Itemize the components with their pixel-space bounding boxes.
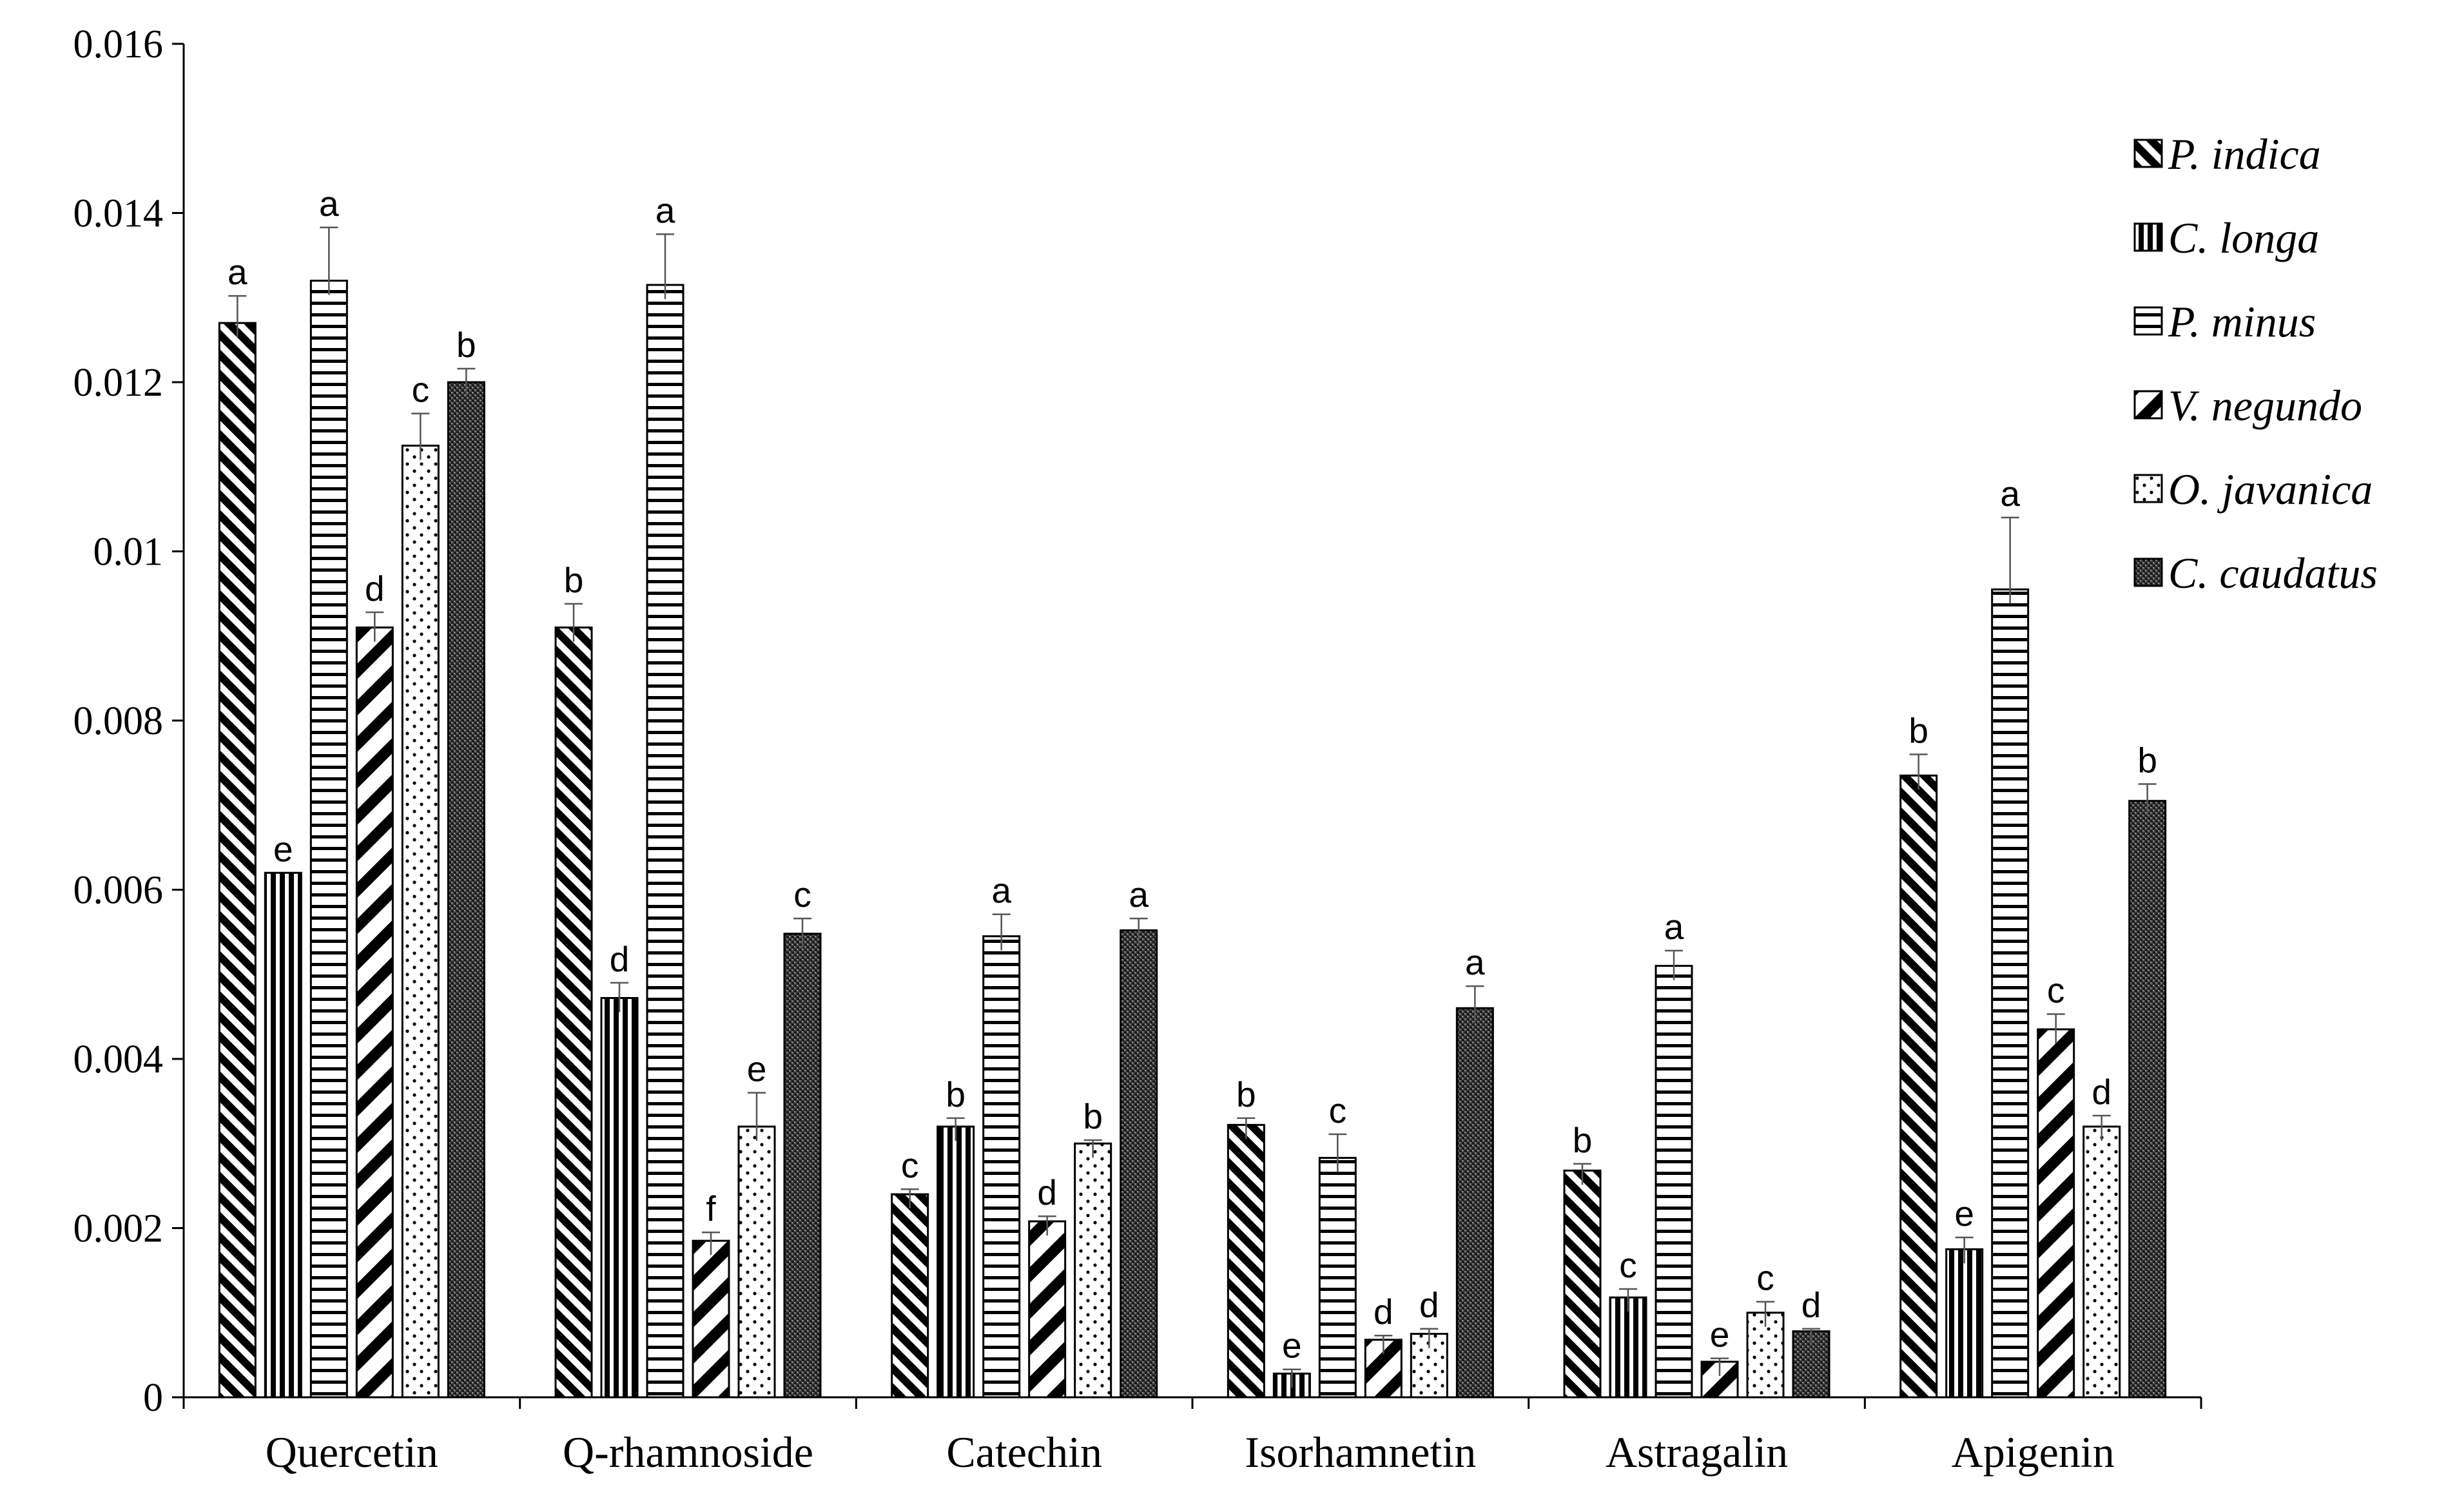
bar-diag-back <box>1563 1169 1602 1399</box>
significance-letter: e <box>1282 1326 1302 1366</box>
y-tick-label: 0.004 <box>73 1038 164 1081</box>
x-category-label: Apigenin <box>1952 1428 2115 1477</box>
legend-label: V. negundo <box>2168 381 2362 430</box>
significance-letter: b <box>1908 711 1928 751</box>
bar-diag-fwd <box>2037 1028 2075 1399</box>
y-tick-label: 0.006 <box>73 869 164 913</box>
significance-letter: e <box>747 1049 767 1089</box>
significance-letter: d <box>1374 1292 1393 1332</box>
legend-label: P. minus <box>2168 297 2316 346</box>
bar-diag-fwd <box>355 626 394 1399</box>
bar-horizontal <box>982 935 1021 1399</box>
significance-letter: a <box>991 871 1011 911</box>
y-tick-label: 0 <box>143 1376 163 1420</box>
significance-letter: a <box>1129 875 1149 915</box>
bar-diag-back <box>554 626 593 1399</box>
bar-vertical <box>600 997 639 1399</box>
significance-letter: c <box>1619 1245 1637 1285</box>
bar-dots <box>737 1125 776 1399</box>
significance-letter: a <box>2000 474 2020 514</box>
significance-letter: c <box>2047 970 2065 1010</box>
bar-diag-back <box>218 322 257 1399</box>
bar-horizontal <box>646 284 684 1399</box>
legend-swatch-diag-back <box>2133 139 2163 168</box>
significance-letter: b <box>946 1074 966 1114</box>
significance-letter: b <box>564 560 584 600</box>
significance-letter: a <box>1664 907 1684 947</box>
bar-dense <box>447 381 485 1399</box>
y-tick-label: 0.008 <box>73 699 164 743</box>
x-axis: Quercetin Q-rhamnoside Catechin Isorhamneti… <box>182 1396 2202 1477</box>
legend-swatch-dense <box>2133 557 2163 587</box>
y-tick-label: 0.012 <box>73 361 164 405</box>
legend: P. indica C. longa P. minus V. negundo O. ja… <box>2133 130 2378 597</box>
significance-letter: d <box>2092 1072 2112 1112</box>
bar-dense <box>2128 800 2167 1399</box>
y-tick-label: 0.01 <box>93 530 164 574</box>
significance-letter: b <box>1573 1120 1593 1160</box>
significance-letter: c <box>1329 1090 1347 1130</box>
bar-dense <box>1455 1007 1494 1399</box>
bar-horizontal <box>1991 588 2030 1399</box>
bar-vertical <box>1945 1248 1984 1399</box>
significance-letter: a <box>1465 942 1485 982</box>
bar-dots <box>2083 1125 2121 1399</box>
legend-label: C. caudatus <box>2168 548 2378 597</box>
legend-swatch-vertical <box>2133 222 2163 252</box>
significance-letter: d <box>610 939 630 979</box>
bar-vertical <box>264 871 302 1399</box>
significance-letter: b <box>2137 740 2157 780</box>
significance-letter: b <box>1083 1096 1103 1136</box>
bar-vertical <box>1609 1296 1647 1399</box>
significance-letter: d <box>1801 1285 1821 1325</box>
y-axis: 0 0.002 0.004 0.006 0.008 0.01 0.012 0.014 0.016 <box>73 23 185 1420</box>
x-category-label: Q-rhamnoside <box>563 1428 813 1477</box>
bar-diag-back <box>1899 774 1938 1399</box>
legend-swatch-diag-fwd <box>2133 390 2163 420</box>
legend-swatch-dots <box>2133 474 2163 503</box>
significance-letter: d <box>365 568 385 608</box>
y-tick-label: 0.016 <box>73 23 164 66</box>
y-tick-label: 0.014 <box>73 192 164 236</box>
significance-letter: e <box>1710 1315 1730 1355</box>
legend-label: P. indica <box>2168 130 2321 179</box>
bar-dense <box>783 933 822 1399</box>
legend-label: C. longa <box>2168 213 2319 262</box>
bar-diag-back <box>891 1193 929 1399</box>
bar-vertical <box>937 1125 975 1399</box>
bar-dots <box>1074 1142 1112 1399</box>
bar-diag-fwd <box>1028 1220 1067 1399</box>
significance-letter: a <box>655 190 675 230</box>
significance-letter: b <box>1236 1074 1256 1114</box>
significance-letter: c <box>1756 1258 1774 1298</box>
legend-swatch-horizontal <box>2133 306 2163 336</box>
bar-horizontal <box>1318 1157 1357 1399</box>
significance-letter: f <box>706 1188 716 1228</box>
significance-letter: e <box>1954 1194 1974 1234</box>
x-category-label: Astragalin <box>1606 1428 1788 1477</box>
significance-letter: c <box>901 1145 919 1185</box>
significance-letter: a <box>228 252 248 292</box>
bar-horizontal <box>1655 965 1693 1399</box>
bar-dots <box>401 444 440 1399</box>
x-category-label: Catechin <box>946 1428 1102 1477</box>
bar-dense <box>1120 929 1158 1399</box>
bar-diag-fwd <box>692 1239 730 1399</box>
significance-letter: b <box>456 325 476 365</box>
significance-letter: d <box>1037 1172 1057 1212</box>
significance-letter: d <box>1419 1285 1439 1325</box>
significance-letter: c <box>412 370 430 410</box>
significance-letter: c <box>793 875 811 915</box>
x-category-label: Isorhamnetin <box>1245 1428 1476 1477</box>
y-tick-label: 0.002 <box>73 1207 164 1251</box>
significance-letter: e <box>273 829 293 869</box>
significance-letter: a <box>319 184 339 224</box>
x-category-label: Quercetin <box>266 1428 438 1477</box>
bar-horizontal <box>309 280 348 1399</box>
legend-label: O. javanica <box>2168 465 2373 514</box>
bar-diag-back <box>1227 1123 1265 1399</box>
